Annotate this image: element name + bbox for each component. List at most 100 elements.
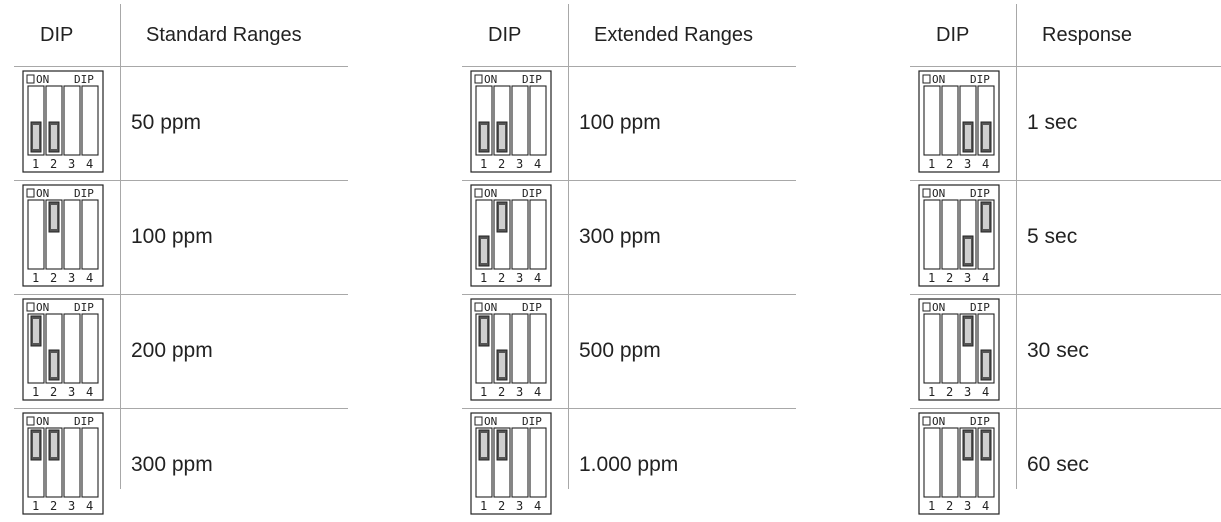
row-divider [462,408,796,409]
header-value: Extended Ranges [594,24,754,46]
dip-number: 4 [534,499,541,513]
dip-switch-svg: ON DIP 1 2 3 4 [470,70,552,173]
dip-switch-svg: ON DIP 1 2 3 4 [470,412,552,515]
dip-slot [529,85,547,156]
dip-number: 2 [498,157,505,171]
dip-slot [941,313,959,384]
row-divider [910,408,1221,409]
dip-switch-diagram: ON DIP 1 2 3 4 [918,412,1000,515]
dip-dip-label: DIP [522,73,542,86]
dip-toggle-shine [481,125,487,149]
dip-number: 2 [498,499,505,513]
dip-toggle-shine [965,125,971,149]
dip-slot [923,313,941,384]
dip-slot [923,199,941,270]
dip-toggle-shine [965,319,971,343]
dip-number: 1 [32,385,39,399]
column-divider [120,4,121,489]
dip-switch-diagram: ON DIP 1 2 3 4 [470,412,552,515]
dip-switch-svg: ON DIP 1 2 3 4 [918,298,1000,401]
dip-on-marker [922,74,931,84]
dip-dip-label: DIP [970,73,990,86]
row-divider [910,294,1221,295]
dip-slot [81,313,99,384]
dip-toggle-shine [481,319,487,343]
dip-number: 4 [982,385,989,399]
dip-dip-label: DIP [74,187,94,200]
dip-toggle-shine [499,433,505,457]
dip-toggle-shine [33,319,39,343]
dip-number: 1 [480,499,487,513]
dip-dip-label: DIP [74,301,94,314]
dip-switch-svg: ON DIP 1 2 3 4 [22,412,104,515]
dip-on-marker [26,302,35,312]
row-divider [910,180,1221,181]
dip-slot [511,313,529,384]
dip-toggle-shine [481,433,487,457]
dip-toggle-shine [51,205,57,229]
dip-number: 1 [928,499,935,513]
setting-value: 300 ppm [579,225,661,248]
dip-on-marker [922,188,931,198]
dip-slot [941,85,959,156]
setting-value: 1.000 ppm [579,453,679,476]
dip-on-marker [922,416,931,426]
setting-value: 1 sec [1027,111,1078,134]
dip-dip-label: DIP [522,301,542,314]
dip-number: 4 [86,271,93,285]
dip-switch-svg: ON DIP 1 2 3 4 [22,184,104,287]
dip-number: 2 [498,385,505,399]
dip-slot [529,427,547,498]
dip-slot [81,427,99,498]
dip-slot [81,199,99,270]
dip-toggle-shine [33,433,39,457]
setting-value: 60 sec [1027,453,1089,476]
setting-value: 300 ppm [131,453,213,476]
dip-number: 4 [982,157,989,171]
dip-switch-diagram: ON DIP 1 2 3 4 [22,184,104,287]
dip-number: 1 [928,157,935,171]
dip-number: 1 [928,385,935,399]
dip-on-marker [922,302,931,312]
dip-toggle-shine [983,433,989,457]
dip-on-label: ON [932,301,945,314]
dip-number: 4 [534,385,541,399]
dip-on-label: ON [484,301,497,314]
dip-number: 3 [516,499,523,513]
dip-number: 2 [50,157,57,171]
dip-switch-svg: ON DIP 1 2 3 4 [470,298,552,401]
dip-number: 1 [480,385,487,399]
dip-switch-diagram: ON DIP 1 2 3 4 [470,184,552,287]
dip-number: 4 [534,271,541,285]
dip-slot [941,199,959,270]
dip-toggle-shine [33,125,39,149]
dip-toggle-shine [51,433,57,457]
setting-value: 100 ppm [579,111,661,134]
dip-toggle-shine [499,353,505,377]
dip-on-marker [474,188,483,198]
dip-on-marker [474,416,483,426]
dip-number: 3 [68,271,75,285]
setting-value: 50 ppm [131,111,202,134]
dip-number: 4 [534,157,541,171]
dip-number: 1 [32,157,39,171]
dip-number: 3 [964,499,971,513]
dip-slot [511,199,529,270]
dip-number: 3 [68,385,75,399]
header-value: Standard Ranges [146,24,302,46]
dip-number: 1 [32,271,39,285]
header-dip: DIP [40,24,74,46]
dip-number: 4 [982,499,989,513]
dip-number: 4 [86,385,93,399]
row-divider [462,294,796,295]
header-dip: DIP [488,24,522,46]
dip-dip-label: DIP [74,73,94,86]
dip-switch-svg: ON DIP 1 2 3 4 [918,412,1000,515]
dip-switch-diagram: ON DIP 1 2 3 4 [918,298,1000,401]
dip-toggle-shine [983,125,989,149]
dip-number: 2 [946,385,953,399]
row-divider [910,66,1221,67]
dip-switch-diagram: ON DIP 1 2 3 4 [22,412,104,515]
dip-on-label: ON [932,187,945,200]
dip-toggle-shine [481,239,487,263]
